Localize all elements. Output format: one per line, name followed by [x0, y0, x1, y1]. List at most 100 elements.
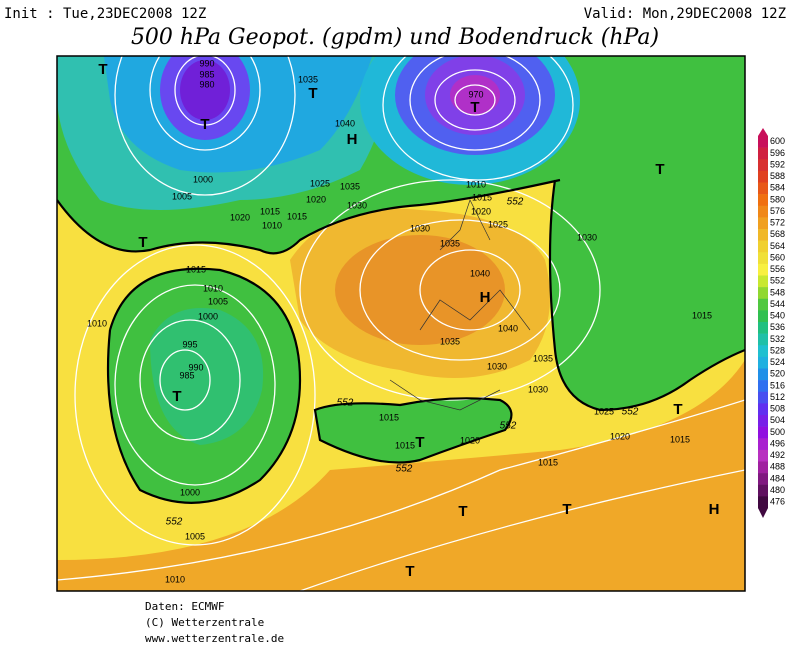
- scale-label: 540: [770, 311, 785, 321]
- scale-label: 572: [770, 218, 785, 228]
- isobar-label: 1015: [379, 412, 399, 422]
- scale-label: 476: [770, 497, 785, 507]
- scale-label: 576: [770, 206, 785, 216]
- pressure-center: T: [673, 401, 682, 418]
- contour-label: 552: [507, 197, 524, 208]
- isobar-label: 1000: [198, 311, 218, 321]
- scale-swatch: [758, 217, 768, 230]
- pressure-center: T: [562, 501, 571, 518]
- map: [57, 56, 745, 591]
- scale-swatch: [758, 368, 768, 381]
- isobar-label: 1040: [335, 118, 355, 128]
- scale-label: 548: [770, 287, 785, 297]
- scale-label: 588: [770, 171, 785, 181]
- contour-label: 552: [166, 517, 183, 528]
- scale-label: 536: [770, 322, 785, 332]
- scale-swatch: [758, 229, 768, 241]
- scale-swatch: [758, 415, 768, 427]
- scale-swatch: [758, 426, 768, 439]
- contour-label: 552: [622, 407, 639, 418]
- scale-swatch: [758, 170, 768, 183]
- isobar-label: 1010: [262, 220, 282, 230]
- scale-swatch: [758, 449, 768, 462]
- isobar-label: 1020: [230, 212, 250, 222]
- isobar-label: 1000: [180, 487, 200, 497]
- isobar-label: 1035: [340, 181, 360, 191]
- isobar-label: 1040: [470, 268, 490, 278]
- isobar-label: 995: [182, 339, 197, 349]
- isobar-label: 980: [199, 79, 214, 89]
- isobar-label: 1015: [538, 457, 558, 467]
- isobar-label: 1035: [533, 353, 553, 363]
- isobar-label: 970: [468, 89, 483, 99]
- scale-swatch: [758, 461, 768, 474]
- scale-label: 568: [770, 229, 785, 239]
- pressure-center: H: [480, 289, 491, 306]
- isobar-label: 1025: [488, 219, 508, 229]
- isobar-label: 990: [199, 58, 214, 68]
- isobar-label: 1015: [472, 192, 492, 202]
- pressure-center: T: [308, 85, 317, 102]
- scale-swatch: [758, 356, 768, 369]
- scale-swatch: [758, 473, 768, 486]
- scale-swatch: [758, 310, 768, 323]
- isobar-label: 985: [179, 370, 194, 380]
- scale-swatch: [758, 252, 768, 265]
- scale-label: 552: [770, 276, 785, 286]
- isobar-label: 1015: [287, 211, 307, 221]
- footer-copyright: (C) Wetterzentrale: [145, 616, 264, 629]
- isobar-label: 1030: [410, 223, 430, 233]
- isobar-label: 1005: [208, 296, 228, 306]
- scale-label: 512: [770, 392, 785, 402]
- scale-label: 584: [770, 183, 785, 193]
- isobar-label: 1015: [395, 440, 415, 450]
- scale-swatch: [758, 484, 768, 497]
- scale-swatch: [758, 205, 768, 218]
- isobar-label: 1030: [528, 384, 548, 394]
- isobar-label: 1005: [185, 531, 205, 541]
- isobar-label: 1020: [471, 206, 491, 216]
- isobar-label: 1020: [610, 431, 630, 441]
- scale-label: 580: [770, 194, 785, 204]
- isobar-label: 1035: [298, 74, 318, 84]
- footer-source: Daten: ECMWF: [145, 600, 224, 613]
- scale-label: 508: [770, 404, 785, 414]
- scale-label: 560: [770, 252, 785, 262]
- scale-swatch: [758, 240, 768, 253]
- scale-label: 520: [770, 369, 785, 379]
- scale-label: 524: [770, 357, 785, 367]
- isobar-label: 1030: [487, 361, 507, 371]
- scale-label: 528: [770, 345, 785, 355]
- pressure-center: T: [200, 116, 209, 133]
- isobar-label: 1015: [670, 434, 690, 444]
- scale-swatch: [758, 333, 768, 346]
- scale-swatch: [758, 345, 768, 358]
- contour-label: 552: [396, 464, 413, 475]
- scale-swatch: [758, 322, 768, 334]
- scale-label: 516: [770, 380, 785, 390]
- isobar-label: 1010: [165, 574, 185, 584]
- scale-swatch: [758, 287, 768, 300]
- scale-label: 496: [770, 438, 785, 448]
- isobar-label: 1015: [260, 206, 280, 216]
- isobar-label: 1020: [306, 194, 326, 204]
- isobar-label: 1040: [498, 323, 518, 333]
- scale-swatch: [758, 496, 768, 509]
- contour-label: 552: [337, 398, 354, 409]
- scale-label: 500: [770, 427, 785, 437]
- scale-swatch: [758, 403, 768, 416]
- isobar-label: 1025: [310, 178, 330, 188]
- scale-swatch: [758, 380, 768, 393]
- isobar-label: 1015: [186, 264, 206, 274]
- pressure-center: T: [138, 234, 147, 251]
- isobar-label: 1035: [440, 336, 460, 346]
- map-title: 500 hPa Geopot. (gpdm) und Bodendruck (h…: [131, 25, 659, 50]
- pressure-center: T: [458, 503, 467, 520]
- scale-label: 484: [770, 473, 785, 483]
- isobar-label: 1010: [466, 179, 486, 189]
- scale-swatch: [758, 147, 768, 160]
- pressure-center: T: [405, 563, 414, 580]
- scale-label: 592: [770, 159, 785, 169]
- scale-label: 488: [770, 462, 785, 472]
